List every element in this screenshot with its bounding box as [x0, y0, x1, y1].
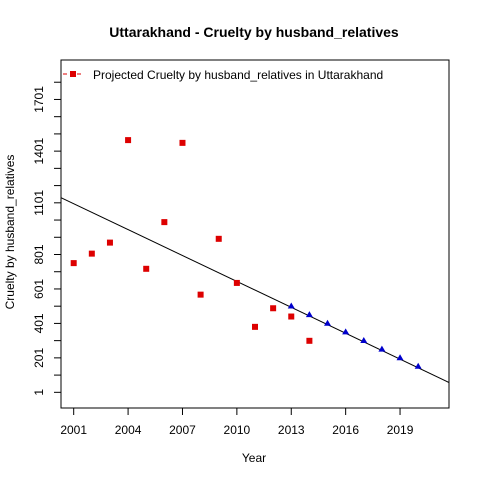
observed-point	[215, 235, 222, 242]
projected-point	[396, 354, 404, 361]
projected-point	[414, 362, 422, 369]
legend: Projected Cruelty by husband_relatives i…	[63, 68, 383, 82]
y-tick-label: 1401	[32, 137, 46, 164]
plot-frame	[60, 59, 450, 409]
observed-point	[252, 323, 258, 330]
observed-point	[179, 139, 186, 146]
observed-point	[161, 219, 168, 226]
observed-point	[70, 260, 77, 267]
x-tick-label: 2001	[60, 423, 87, 437]
legend-square-icon	[70, 71, 76, 77]
chart-title: Uttarakhand - Cruelty by husband_relativ…	[109, 24, 399, 40]
x-tick-label: 2007	[169, 423, 196, 437]
projected-point	[360, 336, 368, 343]
observed-point	[125, 137, 132, 144]
projected-point	[305, 311, 313, 318]
projected-point	[342, 328, 350, 335]
y-tick-label: 601	[32, 279, 46, 299]
trend-line	[60, 197, 450, 383]
y-tick-label: 801	[32, 244, 46, 264]
x-tick-label: 2013	[278, 423, 305, 437]
observed-point	[106, 239, 113, 246]
y-tick-label: 1101	[32, 190, 46, 216]
y-tick-label: 401	[32, 313, 46, 333]
projected-point	[378, 345, 386, 352]
observed-point	[143, 265, 150, 272]
x-axis: 2001 2004 2007 2010 2013 2016 2019	[60, 408, 414, 437]
trend-line-group	[60, 197, 450, 383]
y-tick-label: 1	[32, 389, 46, 396]
x-tick-label: 2004	[115, 423, 142, 437]
projected-point	[287, 302, 295, 309]
x-tick-label: 2019	[387, 423, 414, 437]
x-tick-label: 2016	[332, 423, 359, 437]
observed-point	[288, 313, 295, 320]
data-points	[70, 137, 422, 369]
projected-point	[324, 319, 332, 326]
legend-label: Projected Cruelty by husband_relatives i…	[93, 68, 383, 82]
y-axis-label: Cruelty by husband_relatives	[3, 155, 17, 310]
observed-point	[233, 279, 240, 286]
y-axis: 1 201 401 601 801 1101 1401 1701	[32, 81, 61, 396]
y-tick-label: 1701	[32, 86, 46, 113]
observed-point	[306, 337, 313, 344]
x-tick-label: 2010	[224, 423, 251, 437]
observed-point	[197, 291, 204, 298]
y-tick-label: 201	[32, 348, 46, 368]
observed-point	[270, 305, 277, 312]
observed-point	[88, 250, 95, 257]
x-axis-label: Year	[242, 451, 266, 465]
